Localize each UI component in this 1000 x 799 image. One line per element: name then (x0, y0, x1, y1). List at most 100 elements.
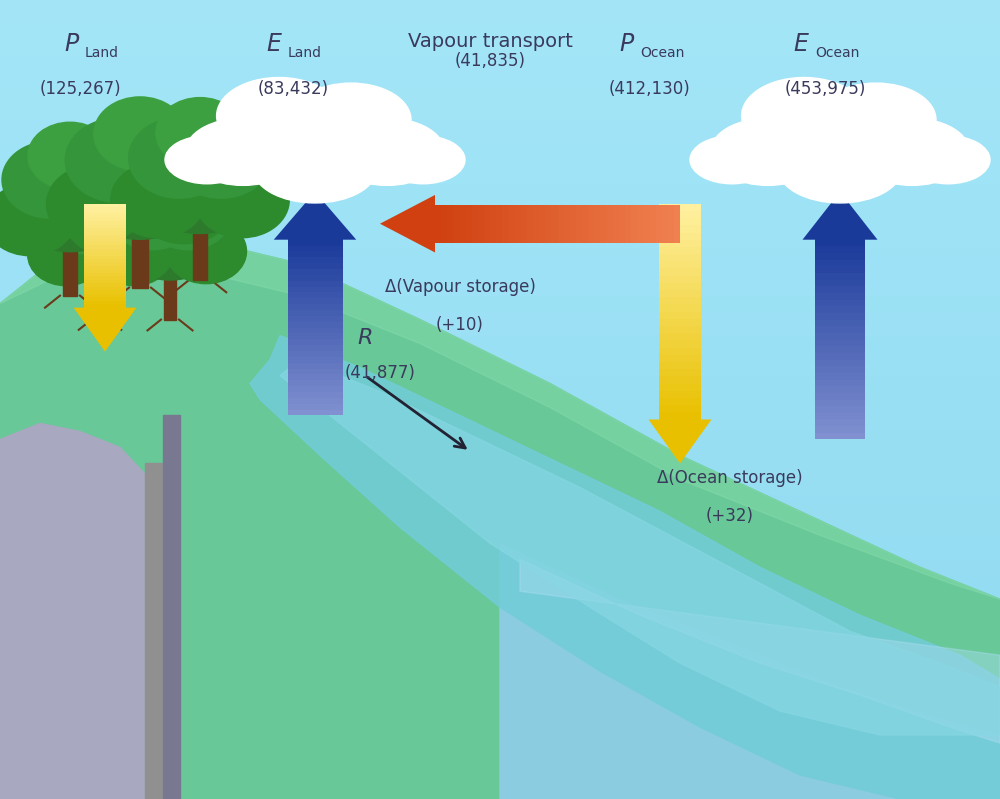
Bar (0, 40, 1000, 48)
Circle shape (94, 219, 175, 284)
Bar (0, 136, 1000, 144)
Bar (0, 727, 1000, 735)
Circle shape (109, 181, 195, 250)
Bar (0, 775, 1000, 783)
Polygon shape (659, 297, 701, 305)
Polygon shape (654, 205, 662, 243)
Polygon shape (514, 205, 521, 243)
Polygon shape (288, 403, 342, 410)
Bar (0, 479, 1000, 487)
Bar (0, 647, 1000, 655)
Bar (0, 400, 1000, 407)
Bar (0, 543, 1000, 551)
Bar (0, 96, 1000, 104)
Polygon shape (288, 380, 342, 386)
Polygon shape (815, 285, 865, 293)
Ellipse shape (185, 118, 301, 185)
Text: $\it{R}$: $\it{R}$ (357, 328, 373, 348)
Polygon shape (630, 205, 637, 243)
Bar (0, 360, 1000, 368)
Bar (0, 559, 1000, 567)
Polygon shape (815, 325, 865, 333)
Polygon shape (465, 205, 472, 243)
Polygon shape (659, 290, 701, 298)
Circle shape (10, 156, 130, 252)
Bar (0, 72, 1000, 80)
Ellipse shape (854, 118, 970, 185)
Polygon shape (544, 205, 551, 243)
Polygon shape (815, 419, 865, 426)
Polygon shape (507, 205, 515, 243)
Polygon shape (495, 205, 502, 243)
Polygon shape (599, 205, 606, 243)
Circle shape (132, 164, 208, 224)
Bar (0, 224, 1000, 232)
Circle shape (116, 194, 224, 280)
Ellipse shape (816, 83, 936, 157)
Bar (0, 336, 1000, 344)
Polygon shape (84, 297, 126, 301)
Bar (0, 168, 1000, 176)
Bar (0, 280, 1000, 288)
Bar (0, 64, 1000, 72)
Polygon shape (434, 205, 441, 243)
Circle shape (145, 181, 231, 250)
Polygon shape (500, 543, 1000, 799)
Text: (41,877): (41,877) (345, 364, 415, 382)
Bar (0, 423, 1000, 431)
Polygon shape (288, 392, 342, 398)
Text: $\it{P}$: $\it{P}$ (619, 32, 635, 56)
Bar (0, 88, 1000, 96)
Polygon shape (84, 211, 126, 215)
Bar (0, 495, 1000, 503)
Text: (125,267): (125,267) (39, 80, 121, 98)
Bar (0, 735, 1000, 743)
Polygon shape (815, 392, 865, 400)
Polygon shape (563, 205, 570, 243)
Polygon shape (659, 247, 701, 255)
Polygon shape (815, 245, 865, 253)
Polygon shape (802, 192, 878, 240)
Polygon shape (659, 405, 701, 413)
Polygon shape (659, 225, 701, 233)
Polygon shape (526, 205, 533, 243)
Bar (0, 655, 1000, 663)
Polygon shape (164, 280, 176, 320)
Ellipse shape (217, 78, 341, 154)
Polygon shape (288, 321, 342, 328)
Polygon shape (520, 559, 1000, 743)
Bar (0, 104, 1000, 112)
Polygon shape (84, 269, 126, 274)
Bar (0, 112, 1000, 120)
Bar (0, 663, 1000, 671)
Polygon shape (84, 263, 126, 267)
Text: Vapour transport: Vapour transport (408, 32, 572, 51)
Circle shape (65, 118, 171, 202)
Polygon shape (288, 362, 342, 368)
Polygon shape (815, 405, 865, 413)
Polygon shape (659, 254, 701, 262)
Polygon shape (0, 280, 200, 799)
Polygon shape (84, 235, 126, 239)
Polygon shape (288, 262, 342, 269)
Text: (41,835): (41,835) (454, 52, 526, 70)
Polygon shape (288, 374, 342, 380)
Bar (0, 328, 1000, 336)
Polygon shape (501, 205, 508, 243)
Circle shape (156, 97, 244, 168)
Polygon shape (288, 385, 342, 392)
Polygon shape (288, 327, 342, 333)
Circle shape (137, 133, 263, 233)
Text: Δ(Vapour storage): Δ(Vapour storage) (385, 277, 535, 296)
Polygon shape (659, 211, 701, 219)
Bar (0, 152, 1000, 160)
Circle shape (49, 201, 151, 282)
Polygon shape (288, 315, 342, 322)
Text: (453,975): (453,975) (784, 80, 866, 98)
Polygon shape (815, 312, 865, 320)
Bar (0, 535, 1000, 543)
Bar (0, 16, 1000, 24)
Bar (0, 264, 1000, 272)
Polygon shape (815, 305, 865, 313)
Polygon shape (815, 239, 865, 246)
